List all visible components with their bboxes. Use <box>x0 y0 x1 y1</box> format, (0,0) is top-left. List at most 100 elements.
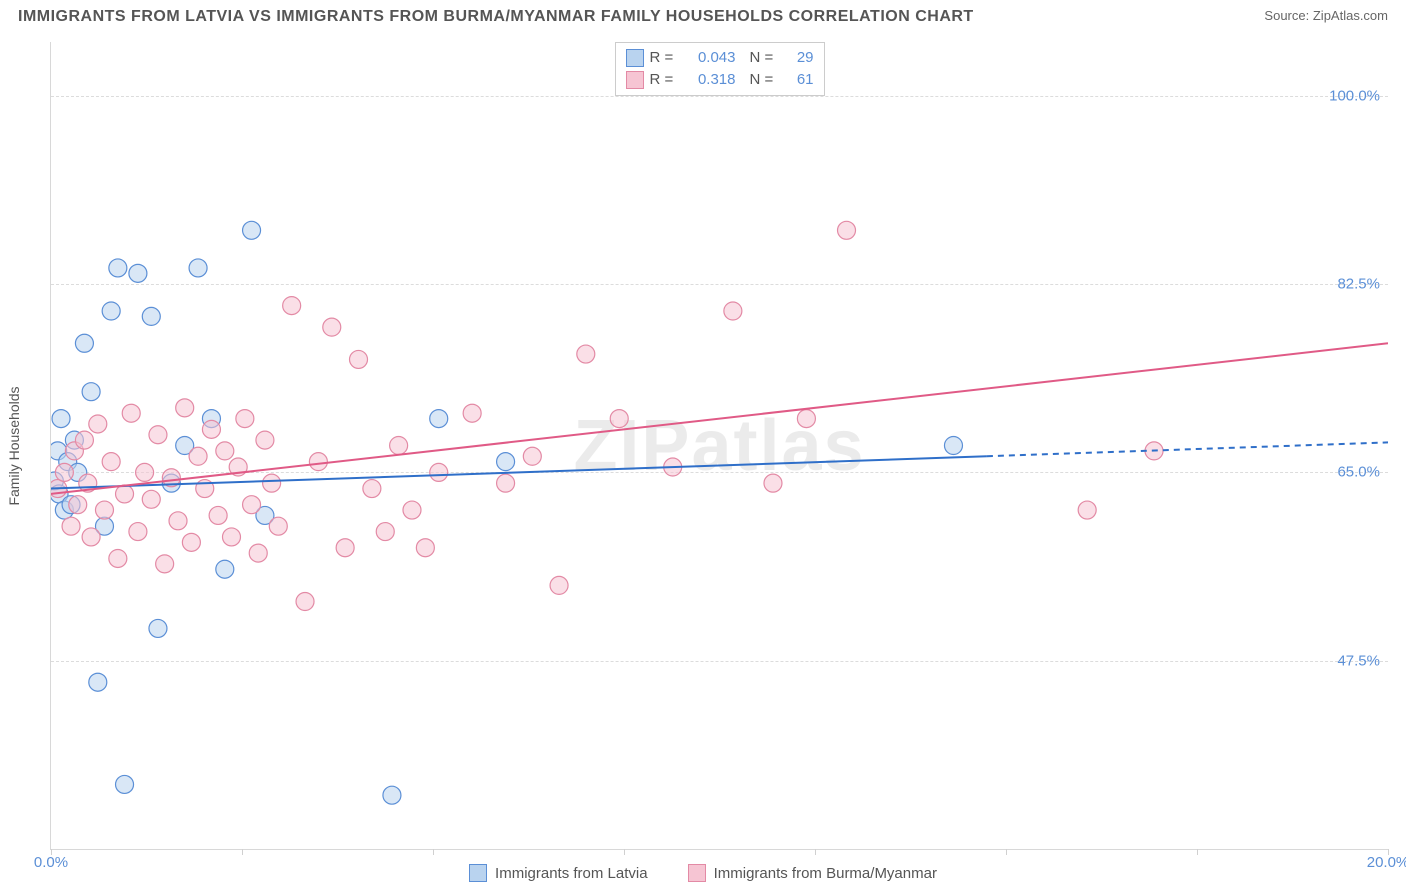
data-point <box>403 501 421 519</box>
data-point <box>243 221 261 239</box>
legend-label: Immigrants from Burma/Myanmar <box>714 865 937 882</box>
data-point <box>136 463 154 481</box>
data-point <box>75 334 93 352</box>
data-point <box>122 404 140 422</box>
source-label: Source: <box>1264 8 1309 23</box>
data-point <box>216 442 234 460</box>
data-point <box>102 453 120 471</box>
x-tick <box>433 849 434 855</box>
data-point <box>116 485 134 503</box>
data-point <box>323 318 341 336</box>
data-point <box>838 221 856 239</box>
data-point <box>149 426 167 444</box>
data-point <box>256 431 274 449</box>
data-point <box>189 259 207 277</box>
legend-swatch <box>626 71 644 89</box>
r-value: 0.043 <box>684 47 736 69</box>
data-point <box>263 474 281 492</box>
data-point <box>55 463 73 481</box>
data-point <box>142 307 160 325</box>
data-point <box>202 420 220 438</box>
legend-label: Immigrants from Latvia <box>495 865 648 882</box>
data-point <box>176 399 194 417</box>
data-point <box>249 544 267 562</box>
data-point <box>243 496 261 514</box>
data-point <box>269 517 287 535</box>
data-point <box>156 555 174 573</box>
data-point <box>129 264 147 282</box>
data-point <box>363 480 381 498</box>
x-tick <box>815 849 816 855</box>
data-point <box>182 533 200 551</box>
legend-item: Immigrants from Burma/Myanmar <box>688 864 937 882</box>
legend-swatch <box>626 49 644 67</box>
data-point <box>62 517 80 535</box>
x-tick <box>1197 849 1198 855</box>
data-point <box>109 259 127 277</box>
legend-swatch <box>469 864 487 882</box>
data-point <box>102 302 120 320</box>
data-point <box>129 523 147 541</box>
data-point <box>222 528 240 546</box>
r-label: R = <box>650 69 678 91</box>
y-axis-label: Family Households <box>6 386 22 505</box>
data-point <box>550 576 568 594</box>
x-tick <box>1006 849 1007 855</box>
legend-item: Immigrants from Latvia <box>469 864 648 882</box>
trend-line-extension <box>987 442 1388 456</box>
data-point <box>523 447 541 465</box>
data-point <box>89 673 107 691</box>
data-point <box>89 415 107 433</box>
data-point <box>142 490 160 508</box>
data-point <box>309 453 327 471</box>
data-point <box>577 345 595 363</box>
data-point <box>236 410 254 428</box>
data-point <box>75 431 93 449</box>
data-point <box>724 302 742 320</box>
n-value: 29 <box>784 47 814 69</box>
data-point <box>69 496 87 514</box>
data-point <box>610 410 628 428</box>
chart-area: ZIPatlas R = 0.043 N = 29 R = 0.318 N = … <box>50 42 1388 850</box>
n-label: N = <box>750 69 778 91</box>
data-point <box>82 528 100 546</box>
data-point <box>149 619 167 637</box>
data-point <box>116 775 134 793</box>
data-point <box>944 437 962 455</box>
source-name: ZipAtlas.com <box>1313 8 1388 23</box>
data-point <box>336 539 354 557</box>
data-point <box>52 410 70 428</box>
data-point <box>350 350 368 368</box>
legend-row: R = 0.318 N = 61 <box>626 69 814 91</box>
data-point <box>430 463 448 481</box>
legend-row: R = 0.043 N = 29 <box>626 47 814 69</box>
data-point <box>497 453 515 471</box>
data-point <box>189 447 207 465</box>
legend-series: Immigrants from Latvia Immigrants from B… <box>0 864 1406 882</box>
data-point <box>216 560 234 578</box>
legend-correlation: R = 0.043 N = 29 R = 0.318 N = 61 <box>615 42 825 96</box>
data-point <box>82 383 100 401</box>
r-label: R = <box>650 47 678 69</box>
data-point <box>764 474 782 492</box>
r-value: 0.318 <box>684 69 736 91</box>
data-point <box>463 404 481 422</box>
data-point <box>416 539 434 557</box>
x-tick <box>242 849 243 855</box>
data-point <box>296 593 314 611</box>
scatter-plot <box>51 42 1388 849</box>
data-point <box>376 523 394 541</box>
data-point <box>390 437 408 455</box>
data-point <box>169 512 187 530</box>
data-point <box>1078 501 1096 519</box>
data-point <box>109 549 127 567</box>
data-point <box>209 506 227 524</box>
n-value: 61 <box>784 69 814 91</box>
legend-swatch <box>688 864 706 882</box>
x-tick <box>624 849 625 855</box>
source-attribution: Source: ZipAtlas.com <box>1264 8 1388 23</box>
data-point <box>383 786 401 804</box>
data-point <box>497 474 515 492</box>
n-label: N = <box>750 47 778 69</box>
data-point <box>95 501 113 519</box>
